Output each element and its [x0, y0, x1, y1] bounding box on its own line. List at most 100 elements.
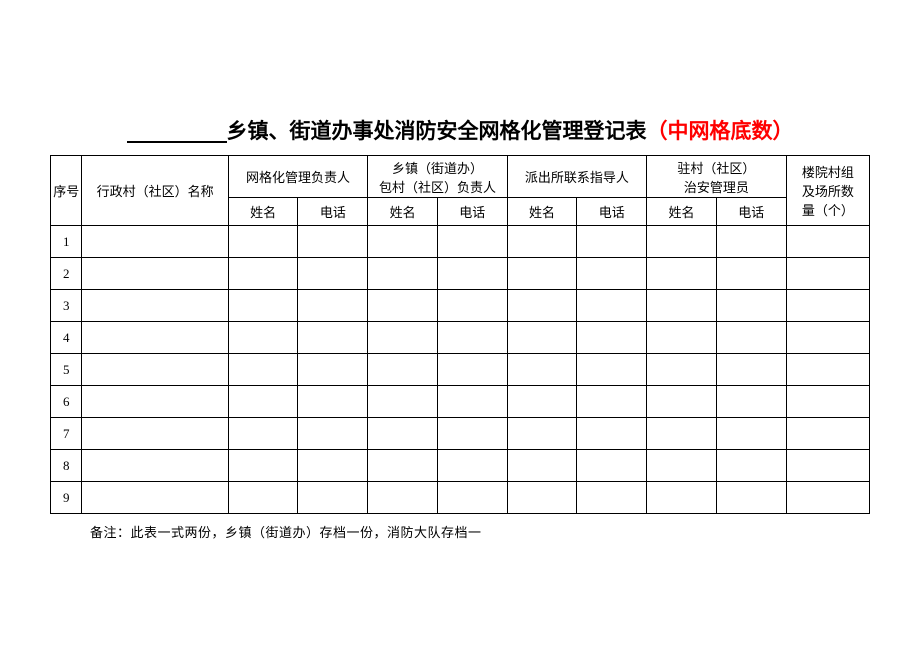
- cell-gm-name: [228, 258, 298, 290]
- header-security-line2: 治安管理员: [647, 177, 785, 196]
- cell-tm-phone: [437, 258, 507, 290]
- cell-tm-phone: [437, 322, 507, 354]
- title-blank-underline: [127, 141, 227, 143]
- cell-sm-name: [647, 226, 717, 258]
- cell-sm-name: [647, 322, 717, 354]
- cell-count: [786, 450, 869, 482]
- cell-gm-phone: [298, 226, 368, 258]
- cell-count: [786, 226, 869, 258]
- cell-sm-name: [647, 386, 717, 418]
- cell-tm-name: [368, 258, 438, 290]
- cell-tm-phone: [437, 386, 507, 418]
- cell-seq: 3: [51, 290, 82, 322]
- cell-pc-phone: [577, 322, 647, 354]
- cell-gm-name: [228, 322, 298, 354]
- cell-tm-name: [368, 322, 438, 354]
- cell-gm-phone: [298, 450, 368, 482]
- table-row: 8: [51, 450, 870, 482]
- cell-seq: 8: [51, 450, 82, 482]
- cell-pc-phone: [577, 354, 647, 386]
- cell-pc-phone: [577, 290, 647, 322]
- cell-pc-phone: [577, 418, 647, 450]
- header-police-contact: 派出所联系指导人: [507, 156, 646, 198]
- cell-gm-phone: [298, 258, 368, 290]
- cell-gm-name: [228, 450, 298, 482]
- cell-pc-phone: [577, 258, 647, 290]
- cell-pc-name: [507, 482, 577, 514]
- cell-village: [82, 418, 228, 450]
- cell-count: [786, 482, 869, 514]
- header-township-line2: 包村（社区）负责人: [368, 177, 506, 196]
- cell-count: [786, 354, 869, 386]
- cell-gm-name: [228, 386, 298, 418]
- cell-pc-name: [507, 450, 577, 482]
- cell-seq: 9: [51, 482, 82, 514]
- cell-pc-name: [507, 226, 577, 258]
- cell-village: [82, 226, 228, 258]
- header-village-name: 行政村（社区）名称: [82, 156, 228, 226]
- cell-tm-phone: [437, 418, 507, 450]
- table-row: 2: [51, 258, 870, 290]
- cell-count: [786, 418, 869, 450]
- cell-sm-name: [647, 354, 717, 386]
- cell-seq: 5: [51, 354, 82, 386]
- cell-pc-name: [507, 322, 577, 354]
- table-row: 7: [51, 418, 870, 450]
- footnote-text: 备注：此表一式两份，乡镇（街道办）存档一份，消防大队存档一: [50, 514, 870, 541]
- cell-gm-phone: [298, 322, 368, 354]
- cell-seq: 6: [51, 386, 82, 418]
- cell-tm-phone: [437, 450, 507, 482]
- cell-seq: 4: [51, 322, 82, 354]
- table-row: 3: [51, 290, 870, 322]
- cell-count: [786, 258, 869, 290]
- cell-count: [786, 290, 869, 322]
- cell-tm-phone: [437, 354, 507, 386]
- header-tm-name: 姓名: [368, 198, 438, 226]
- cell-sm-name: [647, 450, 717, 482]
- cell-gm-name: [228, 290, 298, 322]
- title-suffix-text: （中网格底数）: [647, 119, 794, 143]
- cell-pc-name: [507, 386, 577, 418]
- header-gm-phone: 电话: [298, 198, 368, 226]
- cell-gm-name: [228, 482, 298, 514]
- title-main-text: 乡镇、街道办事处消防安全网格化管理登记表: [227, 119, 647, 143]
- cell-tm-name: [368, 482, 438, 514]
- registration-table: 序号 行政村（社区）名称 网格化管理负责人 乡镇（街道办） 包村（社区）负责人 …: [50, 155, 870, 514]
- cell-gm-phone: [298, 386, 368, 418]
- header-count-line2: 及场所数: [787, 181, 869, 200]
- cell-count: [786, 386, 869, 418]
- header-tm-phone: 电话: [437, 198, 507, 226]
- table-row: 5: [51, 354, 870, 386]
- table-row: 9: [51, 482, 870, 514]
- header-pc-name: 姓名: [507, 198, 577, 226]
- cell-sm-phone: [716, 482, 786, 514]
- header-count-line3: 量（个）: [787, 200, 869, 219]
- cell-gm-name: [228, 226, 298, 258]
- cell-tm-name: [368, 418, 438, 450]
- cell-gm-phone: [298, 290, 368, 322]
- cell-tm-name: [368, 226, 438, 258]
- cell-sm-phone: [716, 258, 786, 290]
- cell-seq: 2: [51, 258, 82, 290]
- cell-sm-phone: [716, 386, 786, 418]
- cell-village: [82, 354, 228, 386]
- header-gm-name: 姓名: [228, 198, 298, 226]
- cell-village: [82, 386, 228, 418]
- header-grid-manager: 网格化管理负责人: [228, 156, 367, 198]
- cell-village: [82, 290, 228, 322]
- cell-sm-name: [647, 290, 717, 322]
- cell-pc-name: [507, 290, 577, 322]
- header-sm-name: 姓名: [647, 198, 717, 226]
- cell-tm-phone: [437, 226, 507, 258]
- cell-sm-phone: [716, 226, 786, 258]
- cell-gm-name: [228, 418, 298, 450]
- header-sm-phone: 电话: [716, 198, 786, 226]
- header-pc-phone: 电话: [577, 198, 647, 226]
- cell-sm-name: [647, 482, 717, 514]
- table-body: 123456789: [51, 226, 870, 514]
- cell-tm-phone: [437, 482, 507, 514]
- document-title: 乡镇、街道办事处消防安全网格化管理登记表（中网格底数）: [50, 115, 870, 145]
- cell-count: [786, 322, 869, 354]
- table-row: 4: [51, 322, 870, 354]
- cell-gm-name: [228, 354, 298, 386]
